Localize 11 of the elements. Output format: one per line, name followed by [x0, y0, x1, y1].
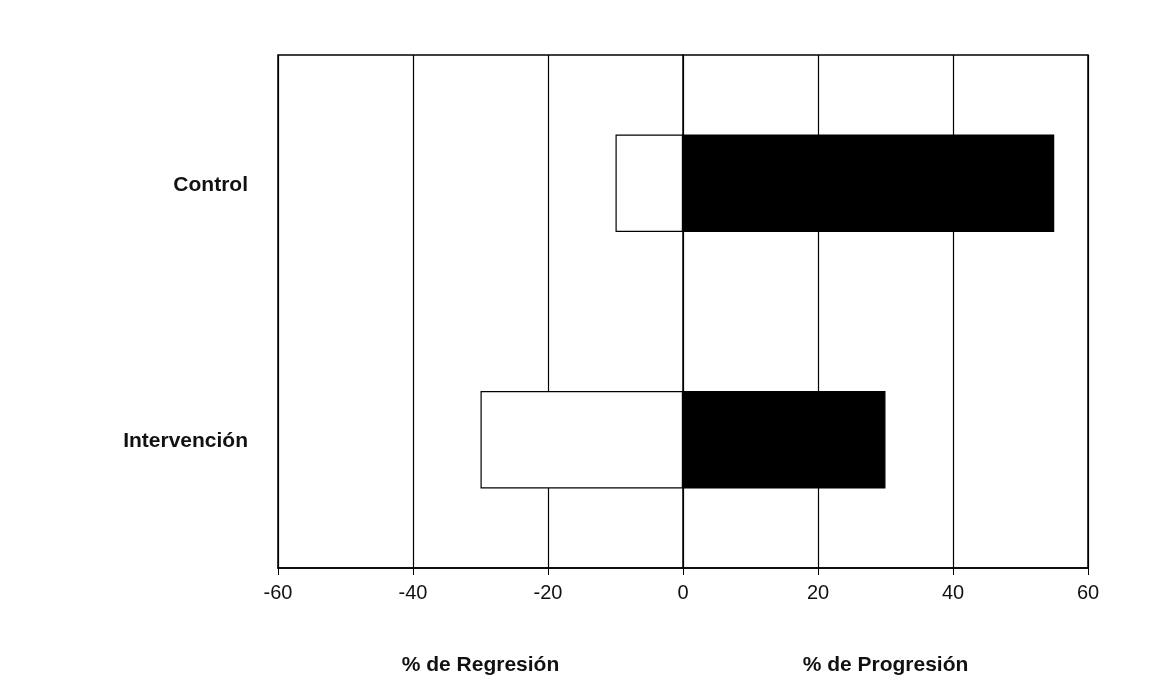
x-tick-label: -60 — [263, 581, 293, 603]
y-tick-label: Intervención — [123, 428, 248, 452]
x-tick-label: 60 — [1076, 581, 1100, 603]
text: % de Progresión — [802, 652, 969, 675]
x-tick-label: 20 — [806, 581, 830, 603]
x-tick-label: 0 — [677, 581, 689, 603]
x-tick-label: 40 — [941, 581, 965, 603]
text: % de Regresión — [401, 652, 560, 675]
x-tick-label: -20 — [533, 581, 563, 603]
y-tick-label: Control — [173, 171, 248, 195]
x-tick-label: -40 — [398, 581, 428, 603]
